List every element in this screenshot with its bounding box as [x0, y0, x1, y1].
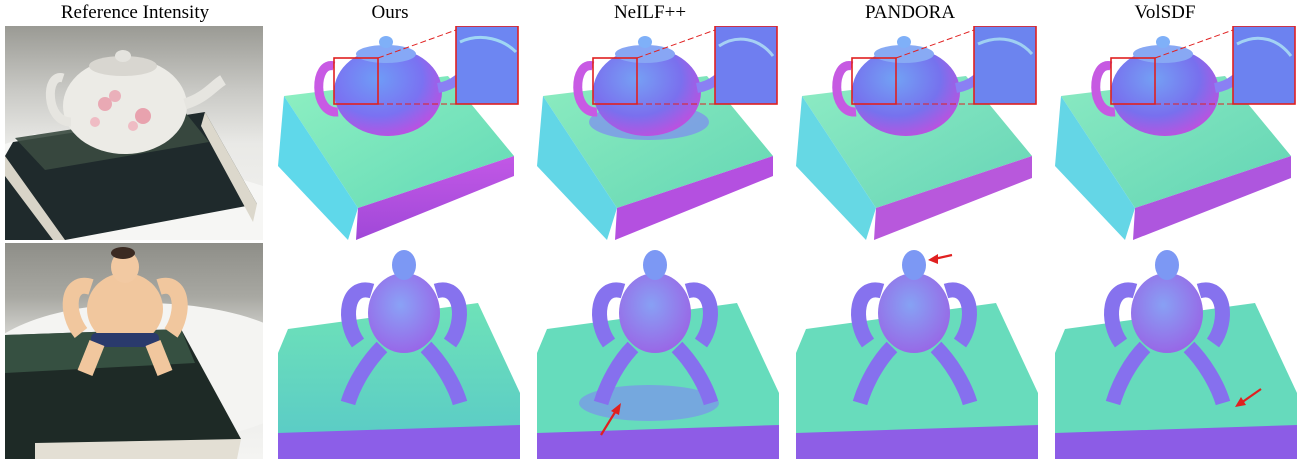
- normal-map-teapot-ours: [278, 26, 520, 240]
- column-title-pandora: PANDORA: [864, 2, 956, 23]
- normal-map-teapot-pandora: [796, 26, 1038, 240]
- column-title-reference: Reference Intensity: [60, 2, 210, 23]
- arrow-volsdf: [1240, 388, 1262, 404]
- arrow-neilf: [600, 408, 618, 436]
- normal-map-sumo-ours: [278, 243, 520, 459]
- normal-map-sumo-neilf: [537, 243, 779, 459]
- normal-map-teapot-neilf: [537, 26, 779, 240]
- reference-photo-teapot: [5, 26, 263, 240]
- normal-map-sumo-pandora: [796, 243, 1038, 459]
- normal-map-sumo-volsdf: [1055, 243, 1297, 459]
- column-title-volsdf: VolSDF: [1134, 2, 1196, 23]
- normal-map-teapot-volsdf: [1055, 26, 1297, 240]
- reference-photo-sumo: [5, 243, 263, 459]
- column-title-neilf: NeILF++: [613, 2, 687, 23]
- column-title-ours: Ours: [371, 2, 409, 23]
